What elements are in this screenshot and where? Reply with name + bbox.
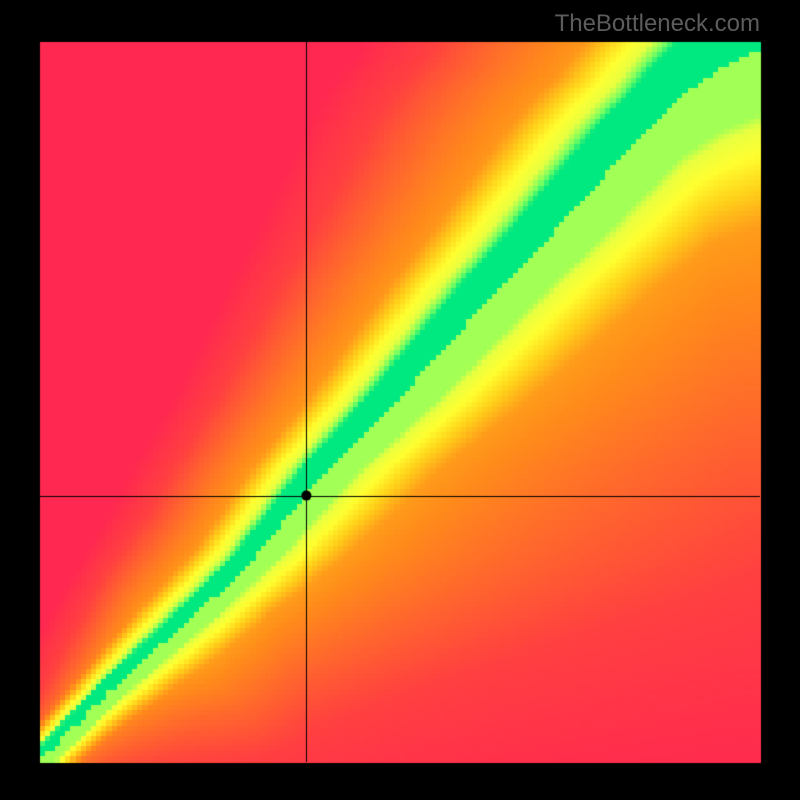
figure-container: TheBottleneck.com bbox=[0, 0, 800, 800]
heatmap-canvas bbox=[0, 0, 800, 800]
